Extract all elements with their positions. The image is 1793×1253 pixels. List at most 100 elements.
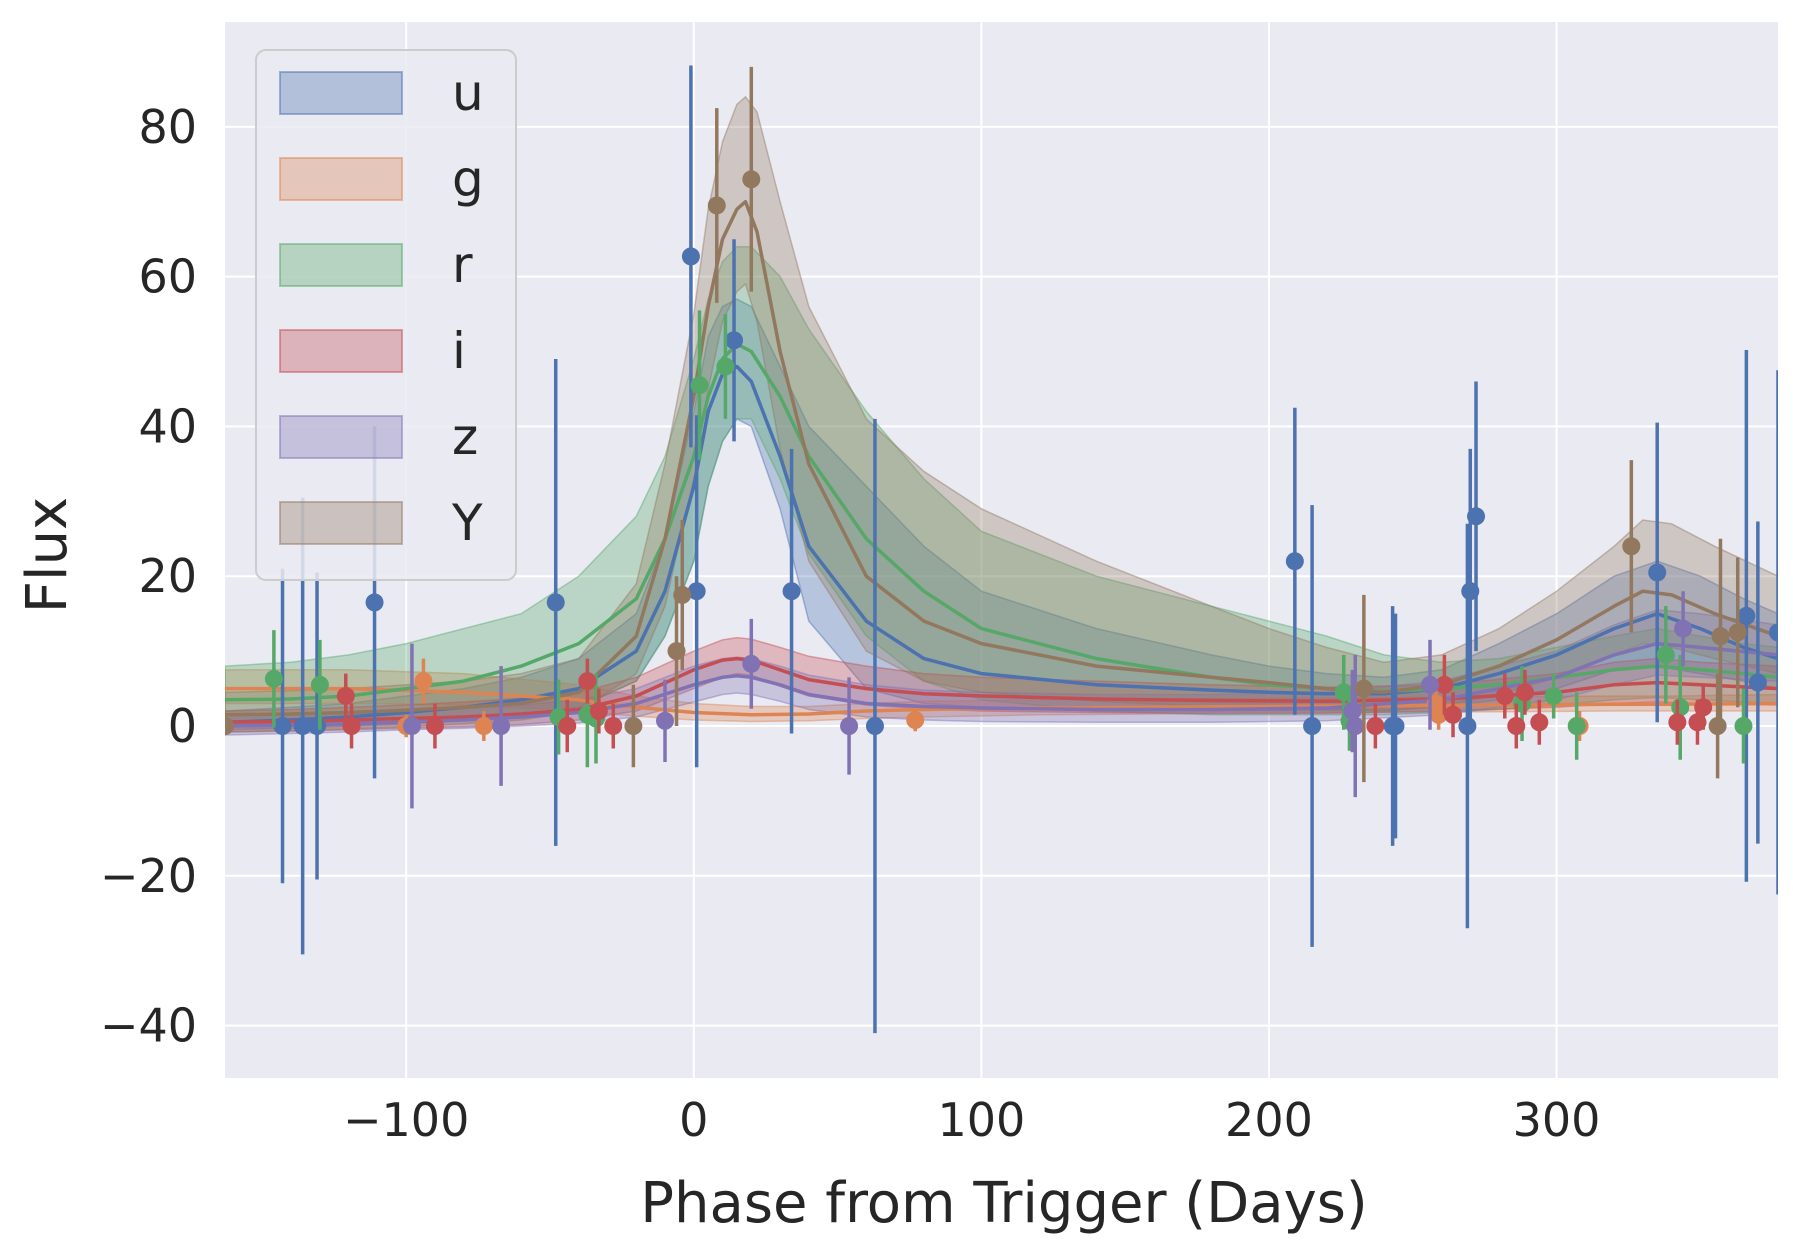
observation-z: [1346, 654, 1365, 798]
data-point: [1674, 619, 1693, 638]
observation-i: [589, 688, 608, 734]
observation-u: [1648, 422, 1667, 723]
y-tick-label: −20: [100, 849, 197, 903]
observation-i: [604, 703, 623, 749]
data-point: [1668, 713, 1687, 732]
x-tick-labels: −100 0 100 200 300: [343, 1093, 1600, 1147]
data-point: [308, 717, 327, 735]
data-point: [273, 717, 292, 735]
data-point: [1444, 705, 1463, 724]
data-point: [589, 702, 608, 721]
y-tick-label: 40: [138, 399, 197, 453]
data-point: [1567, 717, 1586, 735]
observation-u: [1769, 370, 1778, 895]
data-point: [1435, 675, 1454, 694]
data-point: [1467, 507, 1486, 526]
data-point: [1346, 717, 1365, 735]
observation-i: [1694, 684, 1713, 730]
observation-g: [474, 711, 493, 741]
observation-Y: [1622, 460, 1641, 633]
observation-r: [310, 639, 329, 730]
x-axis-label: Phase from Trigger (Days): [640, 1171, 1368, 1236]
observation-i: [1495, 673, 1514, 719]
data-point: [342, 717, 361, 735]
plot-area: [225, 65, 1778, 1034]
observation-r: [1544, 673, 1563, 719]
data-point: [293, 717, 312, 735]
observation-r: [690, 310, 709, 461]
observation-z: [742, 618, 761, 709]
observation-Y: [742, 66, 761, 292]
y-tick-label: 60: [138, 250, 197, 304]
observation-Y: [707, 108, 726, 303]
legend-label-z: z: [452, 408, 478, 466]
data-point: [681, 247, 700, 266]
observation-u: [1303, 505, 1322, 947]
observation-r: [1656, 606, 1675, 704]
data-point: [782, 582, 801, 601]
data-point: [707, 196, 726, 215]
data-point: [1694, 698, 1713, 717]
data-point: [225, 717, 234, 735]
data-point: [1507, 717, 1526, 735]
legend-swatch-Y: [279, 501, 403, 545]
observation-Y: [673, 520, 692, 670]
observation-i: [336, 673, 355, 719]
data-point: [906, 711, 925, 730]
x-tick-label: 100: [937, 1093, 1025, 1147]
observation-u: [1748, 521, 1767, 844]
observation-z: [1674, 591, 1693, 667]
model-line-Y: [225, 199, 1778, 717]
observation-Y: [624, 684, 643, 768]
observation-i: [425, 703, 444, 749]
observation-u: [1386, 613, 1405, 839]
observation-z: [840, 677, 859, 775]
observation-u: [273, 568, 292, 884]
data-point: [725, 331, 744, 350]
x-tick-label: 200: [1225, 1093, 1313, 1147]
data-point: [1386, 717, 1405, 735]
x-tick-label: −100: [343, 1093, 469, 1147]
observation-u: [1737, 350, 1756, 882]
data-point: [673, 585, 692, 604]
data-point: [558, 717, 577, 735]
observation-i: [1507, 703, 1526, 749]
observation-i: [342, 703, 361, 749]
data-point: [1458, 717, 1477, 735]
observation-Y: [1354, 594, 1373, 783]
data-point: [865, 717, 884, 735]
legend-swatch-r: [279, 243, 403, 287]
legend-label-g: g: [452, 150, 484, 208]
data-point: [1711, 627, 1730, 646]
x-tick-label: 0: [679, 1093, 708, 1147]
legend-label-u: u: [452, 64, 484, 122]
legend-swatch-u: [279, 71, 403, 115]
data-point: [1544, 687, 1563, 706]
data-point: [1728, 623, 1747, 642]
data-point: [1737, 606, 1756, 625]
data-point: [1671, 698, 1690, 717]
data-point: [1708, 717, 1727, 735]
observation-u: [1467, 381, 1486, 652]
y-tick-label: 20: [138, 549, 197, 603]
model-line-z: [225, 641, 1778, 728]
data-point: [402, 717, 421, 735]
data-point: [1734, 717, 1753, 735]
data-point: [1648, 563, 1667, 582]
observation-z: [402, 643, 421, 809]
observation-u: [725, 239, 744, 442]
data-point: [742, 170, 761, 189]
data-point: [492, 717, 511, 735]
data-point: [1285, 552, 1304, 571]
observation-r: [1734, 688, 1753, 764]
observation-u: [546, 359, 565, 846]
observation-r: [264, 630, 283, 728]
data-point: [365, 593, 384, 612]
data-point: [1303, 717, 1322, 735]
observation-Y: [1728, 557, 1747, 708]
observation-i: [1515, 669, 1534, 715]
observation-u: [865, 418, 884, 1034]
data-point: [1495, 687, 1514, 706]
